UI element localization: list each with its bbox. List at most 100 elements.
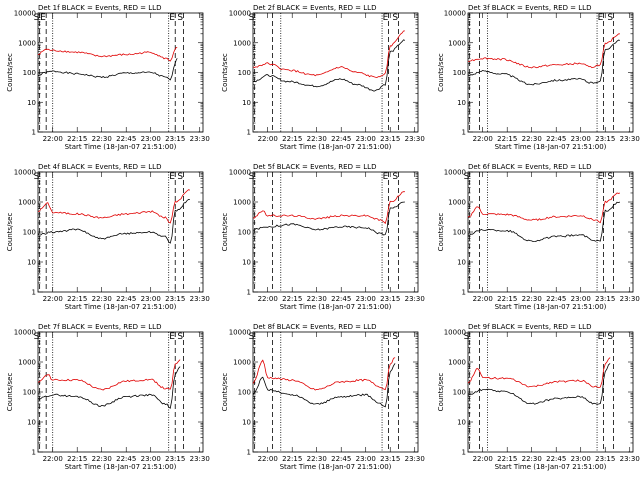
- y-tick-label: 10000: [14, 10, 36, 18]
- x-tick-label: 23:30: [620, 455, 640, 463]
- x-tick-label: 23:15: [380, 135, 400, 143]
- time-marker-label: S: [607, 13, 613, 23]
- y-axis-label: Counts/sec: [6, 213, 14, 252]
- y-tick-label: 100: [23, 389, 36, 397]
- panel-title: Det 2f BLACK = Events, RED = LLD: [253, 4, 376, 12]
- x-tick-label: 22:30: [307, 135, 327, 143]
- y-tick-label: 100: [238, 389, 251, 397]
- series-lld-line: [37, 189, 191, 224]
- y-tick-label: 1: [247, 449, 251, 457]
- x-tick-label: 22:15: [67, 135, 87, 143]
- y-tick-label: 10: [27, 259, 36, 267]
- y-axis-label: Counts/sec: [6, 53, 14, 92]
- y-tick-label: 100: [453, 229, 466, 237]
- y-tick-label: 1000: [448, 39, 466, 47]
- plot-frame: [252, 12, 419, 133]
- time-marker-label: S: [249, 172, 255, 182]
- x-tick-label: 22:30: [307, 455, 327, 463]
- y-tick-label: 1: [247, 129, 251, 137]
- x-axis-label: Start Time (18-Jan-07 21:51:00): [65, 463, 177, 471]
- time-marker-label: E: [169, 13, 175, 23]
- x-tick-label: 22:00: [43, 455, 63, 463]
- time-marker-label: S: [464, 332, 470, 342]
- x-tick-label: 22:00: [258, 135, 278, 143]
- y-tick-label: 10000: [444, 10, 466, 18]
- panel-8: Det 8f BLACK = Events, RED = LLD 1 10 100 10…: [221, 323, 425, 471]
- x-tick-label: 23:00: [141, 295, 161, 303]
- x-tick-label: 22:00: [473, 455, 493, 463]
- x-tick-label: 23:15: [595, 295, 615, 303]
- y-tick-label: 1: [32, 289, 36, 297]
- series-lld-line: [37, 359, 181, 391]
- panel-title: Det 1f BLACK = Events, RED = LLD: [38, 4, 161, 12]
- y-tick-label: 1000: [448, 199, 466, 207]
- x-tick-label: 22:30: [522, 455, 542, 463]
- x-tick-label: 22:45: [331, 295, 351, 303]
- x-tick-label: 22:00: [473, 295, 493, 303]
- x-tick-label: 23:15: [595, 455, 615, 463]
- x-tick-label: 22:30: [522, 135, 542, 143]
- y-tick-label: 10000: [229, 10, 251, 18]
- time-marker-label: E: [598, 332, 604, 342]
- x-tick-label: 22:30: [307, 295, 327, 303]
- time-marker-label: E: [598, 172, 604, 182]
- y-axis-label: Counts/sec: [437, 53, 445, 92]
- x-axis-label: Start Time (18-Jan-07 21:51:00): [65, 143, 177, 151]
- panel-3: Det 3f BLACK = Events, RED = LLD 1 10 100 10…: [437, 4, 640, 151]
- y-tick-label: 100: [23, 229, 36, 237]
- series-lld-line: [37, 47, 178, 62]
- x-tick-label: 22:45: [331, 135, 351, 143]
- series-lld-line: [467, 357, 611, 389]
- panel-title: Det 3f BLACK = Events, RED = LLD: [468, 4, 591, 12]
- panel-7: Det 7f BLACK = Events, RED = LLD 1 10 100 10…: [6, 323, 210, 471]
- x-tick-label: 22:00: [258, 295, 278, 303]
- plot-frame: [252, 331, 419, 453]
- x-tick-label: 23:15: [165, 295, 185, 303]
- x-axis-label: Start Time (18-Jan-07 21:51:00): [495, 143, 607, 151]
- plot-frame: [467, 12, 634, 133]
- y-tick-label: 1000: [448, 359, 466, 367]
- x-tick-label: 23:00: [571, 135, 591, 143]
- y-tick-label: 10: [27, 99, 36, 107]
- y-tick-label: 1: [32, 449, 36, 457]
- x-tick-label: 22:45: [546, 135, 566, 143]
- y-tick-label: 10: [242, 99, 251, 107]
- time-marker-label: S: [177, 13, 183, 23]
- y-tick-label: 100: [238, 69, 251, 77]
- plot-frame: [37, 12, 204, 133]
- y-axis-label: Counts/sec: [437, 373, 445, 412]
- x-tick-label: 22:00: [43, 135, 63, 143]
- y-axis-label: Counts/sec: [437, 213, 445, 252]
- y-tick-label: 10000: [229, 169, 251, 177]
- x-tick-label: 22:15: [67, 295, 87, 303]
- y-tick-label: 1000: [233, 359, 251, 367]
- time-marker-label: E: [169, 172, 175, 182]
- x-tick-label: 23:00: [571, 455, 591, 463]
- plot-frame: [467, 331, 634, 453]
- time-marker-label: S: [177, 332, 183, 342]
- panel-title: Det 9f BLACK = Events, RED = LLD: [468, 323, 591, 331]
- panel-9: Det 9f BLACK = Events, RED = LLD 1 10 100 10…: [437, 323, 640, 471]
- time-marker-label: E: [169, 332, 175, 342]
- time-marker-label: S: [607, 332, 613, 342]
- panel-5: Det 5f BLACK = Events, RED = LLD 1 10 100 10…: [221, 163, 425, 311]
- panel-title: Det 7f BLACK = Events, RED = LLD: [38, 323, 161, 331]
- plot-frame: [467, 171, 634, 293]
- x-tick-label: 23:00: [571, 295, 591, 303]
- plot-frame: [37, 171, 204, 293]
- y-axis-label: Counts/sec: [221, 213, 229, 252]
- x-tick-label: 22:15: [497, 295, 517, 303]
- x-tick-label: 23:30: [620, 135, 640, 143]
- x-tick-label: 23:15: [380, 455, 400, 463]
- panel-title: Det 6f BLACK = Events, RED = LLD: [468, 163, 591, 171]
- y-tick-label: 10: [27, 419, 36, 427]
- x-axis-label: Start Time (18-Jan-07 21:51:00): [495, 303, 607, 311]
- x-tick-label: 23:00: [141, 135, 161, 143]
- x-tick-label: 23:00: [356, 135, 376, 143]
- panel-title: Det 8f BLACK = Events, RED = LLD: [253, 323, 376, 331]
- x-tick-label: 22:45: [546, 295, 566, 303]
- y-tick-label: 10: [457, 259, 466, 267]
- panel-title: Det 5f BLACK = Events, RED = LLD: [253, 163, 376, 171]
- y-tick-label: 10: [457, 99, 466, 107]
